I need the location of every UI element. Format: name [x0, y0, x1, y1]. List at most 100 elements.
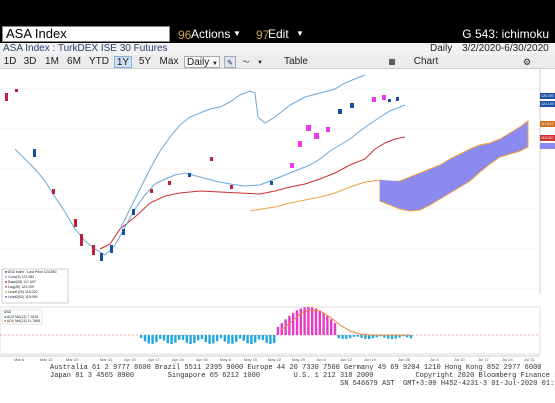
chevron-down-icon: ▼ [212, 61, 218, 67]
histogram-bar [299, 308, 302, 335]
range-3d-button[interactable]: 3D [23, 56, 37, 67]
time-axis: Mar 6 Mar 13 Mar 20 Mar 31 Apr 10 Apr 17… [0, 357, 540, 365]
ticker-field[interactable]: ASA Index [2, 26, 170, 42]
candle [74, 219, 77, 227]
period-select[interactable]: Daily ▼ [184, 56, 220, 68]
histogram-bar [140, 335, 143, 338]
legend-value: 115.099 [25, 295, 38, 299]
draw-tool-button[interactable]: ✎ [224, 56, 236, 68]
histogram-bar [223, 335, 226, 342]
candle [33, 149, 36, 157]
histogram-bar [200, 335, 204, 340]
line-style-button[interactable]: 〜 [239, 56, 253, 68]
legend-label: Base(26) [8, 280, 23, 284]
range-1d-button[interactable]: 1D [3, 56, 17, 67]
histogram-bar [204, 335, 207, 343]
edit-dropdown-icon[interactable]: ▼ [296, 29, 304, 38]
edit-menu[interactable]: Edit [268, 27, 289, 41]
line-style-dropdown[interactable]: ▼ [256, 56, 264, 68]
histogram-bar [257, 335, 261, 340]
histogram-bar [197, 335, 200, 341]
adx-orange-line [279, 309, 410, 336]
price-tag-labels-lower: 117.637 121.062 118.020 [541, 121, 554, 142]
histogram-bar [379, 335, 382, 337]
range-6m-button[interactable]: 6M [67, 56, 81, 67]
histogram-bar [166, 335, 169, 344]
chart-content-icon[interactable]: ▦ [386, 56, 398, 68]
chart-area: ■ ASA Index - Last Price 124.850 ■ Conv(… [0, 69, 555, 400]
chevron-down-icon: ▼ [257, 60, 263, 66]
candle [290, 163, 294, 168]
range-5y-button[interactable]: 5Y [138, 56, 152, 67]
line-chart-icon: 〜 [242, 59, 250, 66]
date-range[interactable]: 3/2/2020-6/30/2020 [462, 43, 549, 54]
histogram-bar [174, 335, 177, 343]
histogram-bar [364, 335, 367, 339]
histogram-bar [147, 335, 150, 344]
histogram-bar [311, 307, 314, 335]
candle [15, 89, 18, 92]
indicator-panel [0, 306, 541, 355]
indicator-legend-item: ■ ADX MA(13) 11.7665 [4, 319, 40, 323]
settings-button[interactable]: ⚙ [520, 56, 534, 68]
histogram-bars [140, 307, 413, 344]
time-axis-label: Jun 5 [316, 357, 326, 362]
legend-label: Conv(9) [8, 275, 21, 279]
candle [372, 97, 376, 102]
footer-contacts: Australia 61 2 9777 8600 Brazil 5511 239… [50, 364, 542, 372]
price-tag [540, 135, 555, 141]
histogram-bar [254, 335, 257, 343]
time-axis-label: May 22 [268, 357, 282, 362]
footer-copyright: Japan 81 3 4565 8900 Singapore 65 6212 1… [50, 372, 555, 380]
histogram-bar [341, 335, 344, 339]
candle [270, 181, 273, 185]
histogram-bar [269, 335, 272, 344]
histogram-bar [276, 327, 280, 335]
legend-item: ■ ASA Index - Last Price 124.850 [5, 270, 57, 274]
price-tag-label: 124.100 [541, 102, 554, 106]
histogram-bar [216, 335, 219, 342]
candle [210, 157, 213, 161]
legend-item: ■ Conv(9) 121.062 [5, 275, 35, 279]
histogram-bar [337, 335, 340, 339]
cloud-blue-segment [380, 180, 398, 205]
period-select-value: Daily [187, 57, 210, 68]
edit-hotkey: 97 [256, 28, 270, 42]
histogram-bar [387, 335, 390, 339]
pencil-icon: ✎ [227, 60, 233, 67]
candle [122, 229, 125, 235]
histogram-bar [402, 335, 405, 337]
indicator-legend-value: 7.3416 [27, 314, 39, 319]
candle [188, 173, 191, 177]
actions-menu[interactable]: Actions [191, 27, 231, 41]
range-1m-button[interactable]: 1M [45, 56, 59, 67]
indicator-legend-title: ASA [4, 310, 12, 314]
range-ytd-button[interactable]: YTD [89, 56, 109, 67]
histogram-bar [333, 323, 337, 335]
candle [52, 189, 55, 194]
candle [314, 133, 319, 139]
histogram-bar [227, 335, 230, 344]
histogram-bar [345, 335, 348, 339]
time-axis-label: May 8 [220, 357, 231, 362]
actions-hotkey: 96 [178, 28, 192, 42]
bar-chart-icon: ▦ [388, 57, 396, 66]
histogram-bar [212, 335, 215, 344]
base-line [99, 136, 406, 250]
table-button[interactable]: Table [284, 56, 308, 67]
indicator-legend-label: ADX MA(13) [6, 314, 27, 319]
histogram-bar [242, 335, 245, 341]
histogram-bar [349, 335, 352, 339]
actions-dropdown-icon[interactable]: ▼ [233, 29, 241, 38]
frequency-label: Daily [430, 43, 453, 54]
price-tag-label: 117.637 [541, 122, 554, 126]
candle [230, 185, 233, 189]
time-axis-label: Jul 10 [454, 357, 465, 362]
time-axis-label: Jul 3 [430, 357, 439, 362]
price-tag [540, 101, 555, 107]
time-axis-label: Jul 17 [478, 357, 489, 362]
range-1y-button[interactable]: 1Y [114, 56, 132, 68]
histogram-bar [314, 308, 318, 335]
range-max-button[interactable]: Max [159, 56, 179, 67]
chart-content-button[interactable]: Chart Content [408, 56, 443, 79]
